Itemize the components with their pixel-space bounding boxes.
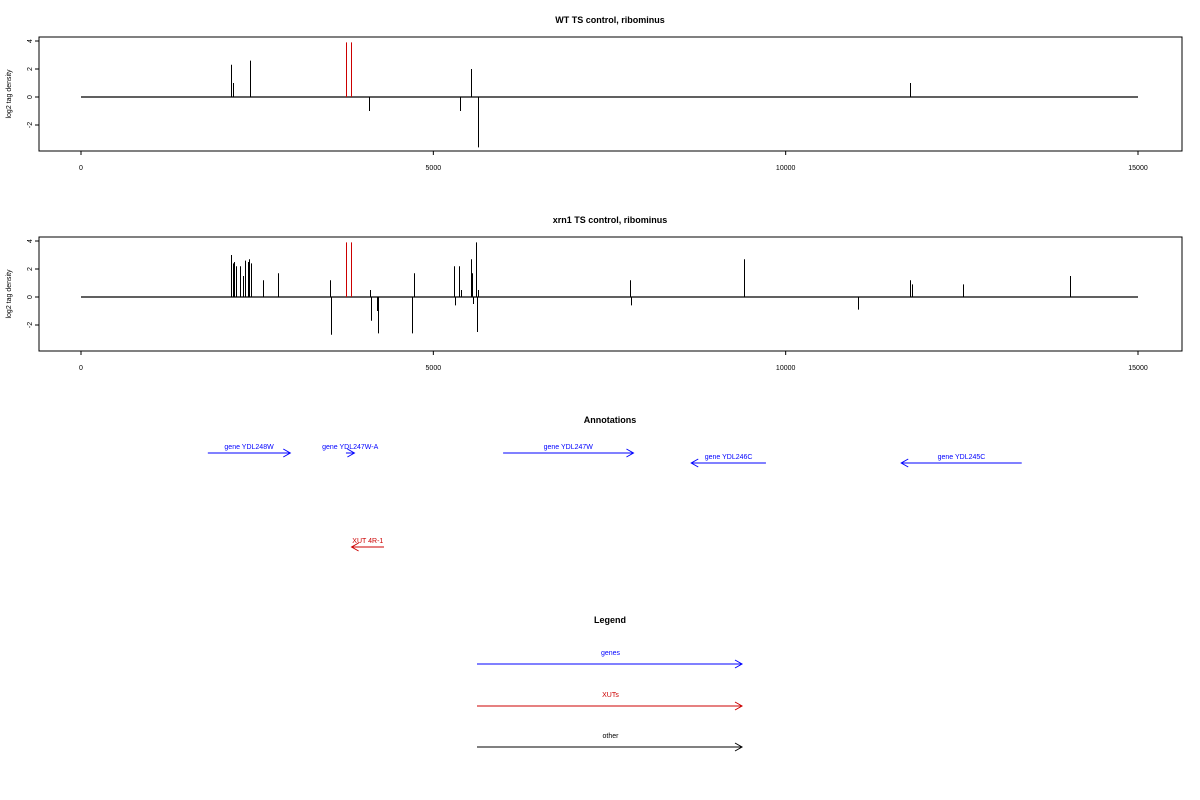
annotation-arrowhead	[626, 448, 635, 458]
annotation-feature: gene YDL246C	[690, 454, 766, 468]
annotation-arrowhead	[283, 448, 292, 458]
x-tick-label: 5000	[426, 365, 442, 372]
panel-wt-frame	[38, 36, 1183, 152]
annotation-tracks: gene YDL248W gene YDL247W-A gene YDL247W ge…	[207, 444, 1022, 552]
y-tick-label: 4	[27, 39, 34, 43]
x-tick-label: 10000	[776, 165, 796, 172]
annotation-arrowhead	[350, 542, 359, 552]
annotation-arrowhead	[347, 448, 356, 458]
legend-arrowhead	[734, 701, 744, 711]
annotation-label: gene YDL248W	[224, 444, 274, 451]
x-tick-label: 15000	[1128, 165, 1148, 172]
legend-label: genes	[601, 650, 621, 657]
annotation-label: gene YDL246C	[705, 454, 753, 461]
x-tick-label: 0	[79, 165, 83, 172]
legend-entry: other	[477, 733, 744, 752]
annotation-feature: gene YDL247W-A	[322, 444, 379, 458]
y-tick-label: 0	[27, 295, 34, 299]
panel-wt-x-axis: 0 5000 10000 15000	[79, 151, 1148, 172]
legend-label: other	[603, 733, 620, 740]
legend-label: XUTs	[602, 692, 619, 699]
legend-section: Legend genes XUTs other	[477, 615, 744, 752]
x-tick-label: 15000	[1128, 365, 1148, 372]
legend-entry: XUTs	[477, 692, 744, 711]
x-tick-label: 10000	[776, 365, 796, 372]
panel-wt-ylabel: log2 tag density	[6, 69, 13, 119]
legend-title: Legend	[594, 615, 626, 625]
panel-wt-title: WT TS control, ribominus	[555, 15, 665, 25]
legend-entries: genes XUTs other	[477, 650, 744, 752]
x-tick-label: 0	[79, 365, 83, 372]
annotations-section: Annotations gene YDL248W gene YDL247W-A ge…	[207, 415, 1022, 552]
annotation-feature: gene YDL248W	[207, 444, 292, 458]
panel-xrn1-frame	[38, 236, 1183, 352]
panel-wt: WT TS control, ribominus log2 tag densit…	[6, 15, 1183, 172]
y-tick-label: 4	[27, 239, 34, 243]
annotation-arrowhead	[900, 458, 909, 468]
panel-wt-bars	[81, 42, 1138, 148]
y-tick-label: -2	[27, 122, 34, 128]
panel-wt-y-axis: 4 2 0 -2	[27, 39, 39, 128]
y-tick-label: 2	[27, 267, 34, 271]
y-tick-label: 2	[27, 67, 34, 71]
annotation-feature: gene YDL245C	[900, 454, 1022, 468]
annotation-feature: gene YDL247W	[503, 444, 635, 458]
panel-xrn1: xrn1 TS control, ribominus log2 tag dens…	[6, 215, 1183, 372]
panel-xrn1-x-axis: 0 5000 10000 15000	[79, 351, 1148, 372]
panel-xrn1-y-axis: 4 2 0 -2	[27, 239, 39, 328]
y-tick-label: -2	[27, 322, 34, 328]
y-tick-label: 0	[27, 95, 34, 99]
annotation-arrowhead	[690, 458, 699, 468]
annotation-label: gene YDL245C	[938, 454, 986, 461]
annotation-feature: XUT 4R-1	[350, 538, 385, 552]
legend-arrowhead	[734, 659, 744, 669]
panel-xrn1-ylabel: log2 tag density	[6, 269, 13, 319]
annotations-title: Annotations	[584, 415, 637, 425]
panel-xrn1-bars	[81, 242, 1138, 335]
panel-xrn1-title: xrn1 TS control, ribominus	[553, 215, 668, 225]
x-tick-label: 5000	[426, 165, 442, 172]
annotation-label: gene YDL247W	[544, 444, 594, 451]
legend-arrowhead	[734, 742, 744, 752]
annotation-label: gene YDL247W-A	[322, 444, 378, 451]
legend-entry: genes	[477, 650, 744, 669]
annotation-label: XUT 4R-1	[352, 538, 383, 545]
